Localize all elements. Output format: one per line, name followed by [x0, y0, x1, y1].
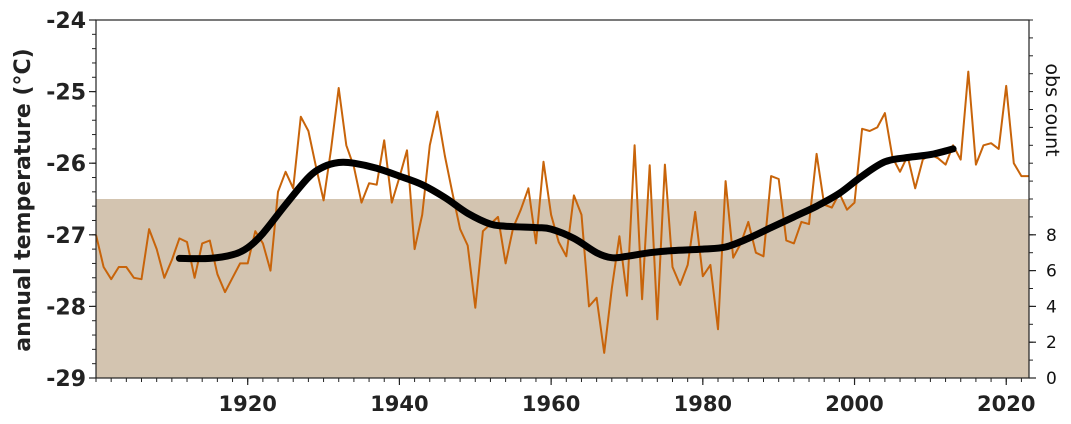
y2-tick-label: 4 [1046, 297, 1057, 317]
y-tick-label: -24 [46, 9, 86, 34]
y2-tick-label: 8 [1046, 226, 1057, 246]
obs-count-area-layer [96, 199, 1029, 378]
y-tick-label: -29 [46, 367, 86, 392]
y2-tick-label: 2 [1046, 333, 1057, 353]
y-axis-label: annual temperature (°C) [11, 48, 36, 351]
smoothed-temperature-layer [175, 145, 957, 263]
y-tick-label: -27 [46, 224, 86, 249]
y2-tick-label: 6 [1046, 262, 1057, 282]
x-tick-label: 2020 [977, 392, 1035, 416]
x-tick-label: 1980 [674, 392, 732, 416]
right-axis-ticks: 0 2 4 6 8 [1029, 19, 1057, 389]
x-tick-label: 1940 [370, 392, 428, 416]
y2-tick-label: 0 [1046, 369, 1057, 389]
y-tick-label: -25 [46, 81, 86, 106]
left-axis-ticks: -29 -28 -27 -26 -25 -24 [46, 9, 96, 392]
x-tick-label: 1960 [522, 392, 580, 416]
right-axis-label: obs count [1041, 63, 1063, 156]
x-tick-label: 1920 [218, 392, 276, 416]
y-tick-label: -28 [46, 295, 86, 320]
y-tick-label: -26 [46, 152, 86, 177]
obs-count-area [96, 199, 1029, 378]
smoothed-temperature-line [175, 145, 957, 263]
x-tick-label: 2000 [825, 392, 883, 416]
bottom-axis-ticks: 1920 1940 1960 1980 2000 2020 [95, 378, 1035, 416]
